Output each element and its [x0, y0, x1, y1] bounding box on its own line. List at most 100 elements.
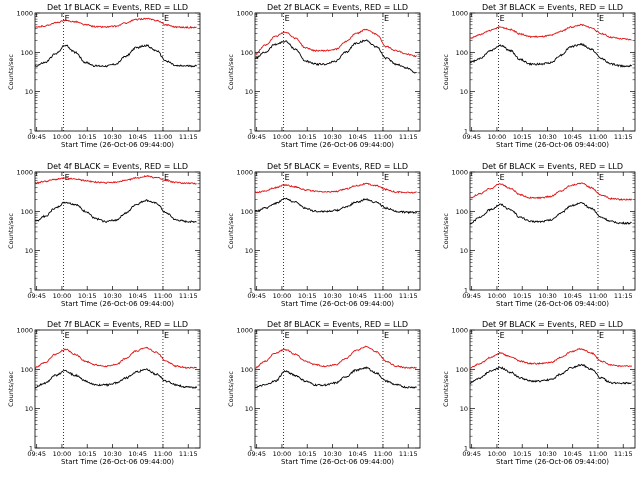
event-marker-label: E [500, 173, 505, 182]
event-marker-label: E [164, 14, 169, 23]
event-marker-label: E [285, 331, 290, 340]
x-tick-label: 10:00 [488, 292, 507, 300]
x-tick-label: 11:00 [154, 292, 173, 300]
x-tick-label: 10:15 [513, 133, 532, 141]
y-tick-label: 10 [245, 88, 253, 96]
x-tick-label: 10:15 [513, 450, 532, 458]
x-axis-label: Start Time (26-Oct-06 09:44:00) [61, 141, 174, 149]
x-tick-label: 09:45 [27, 292, 46, 300]
series-line-events [469, 202, 632, 225]
series-line-lld [469, 347, 632, 369]
event-marker-label: E [65, 14, 70, 23]
series-line-lld [34, 346, 197, 370]
plot-frame [469, 12, 636, 132]
x-tick-label: 11:15 [399, 450, 418, 458]
x-tick-label: 09:45 [27, 450, 46, 458]
x-tick-label: 09:45 [462, 133, 481, 141]
x-tick-label: 10:30 [103, 133, 122, 141]
y-axis-label: Counts/sec [442, 54, 450, 90]
panel-title: Det 6f BLACK = Events, RED = LLD [482, 162, 623, 171]
plot-frame [34, 329, 201, 449]
x-tick-label: 10:30 [103, 292, 122, 300]
x-tick-label: 10:30 [538, 450, 557, 458]
x-tick-label: 11:15 [399, 292, 418, 300]
x-tick-label: 11:00 [374, 292, 393, 300]
x-tick-label: 10:30 [103, 450, 122, 458]
panel-title: Det 5f BLACK = Events, RED = LLD [267, 162, 408, 171]
x-tick-label: 10:00 [488, 450, 507, 458]
panel-9: Det 9f BLACK = Events, RED = LLD 1 10 100 10… [442, 320, 636, 466]
x-tick-label: 10:45 [128, 450, 147, 458]
panel-3: Det 3f BLACK = Events, RED = LLD 1 10 100 10… [442, 3, 636, 149]
series-line-lld [254, 28, 417, 58]
panel-8: Det 8f BLACK = Events, RED = LLD 1 10 100 10… [227, 320, 421, 466]
series-line-lld [469, 23, 632, 41]
x-tick-label: 11:15 [614, 450, 633, 458]
y-tick-label: 100 [456, 208, 468, 216]
panel-title: Det 2f BLACK = Events, RED = LLD [267, 3, 408, 12]
y-tick-label: 1 [29, 287, 33, 295]
event-marker-label: E [500, 331, 505, 340]
series-line-events [254, 197, 417, 215]
plot-frame [254, 329, 421, 449]
x-tick-label: 10:00 [273, 292, 292, 300]
y-axis-label: Counts/sec [227, 54, 235, 90]
x-axis-label: Start Time (26-Oct-06 09:44:00) [281, 300, 394, 308]
plot-frame [469, 329, 636, 449]
panel-6: Det 6f BLACK = Events, RED = LLD 1 10 100 10… [442, 162, 636, 308]
y-tick-label: 1 [464, 445, 468, 453]
x-tick-label: 11:15 [614, 133, 633, 141]
y-tick-label: 1000 [451, 169, 468, 177]
plot-frame [34, 171, 201, 291]
y-tick-label: 1 [249, 287, 253, 295]
plot-frame [254, 12, 421, 132]
event-marker-label: E [164, 173, 169, 182]
x-tick-label: 11:00 [589, 292, 608, 300]
x-tick-label: 11:00 [374, 450, 393, 458]
y-tick-label: 1 [249, 128, 253, 136]
series-line-events [34, 368, 198, 389]
panel-title: Det 3f BLACK = Events, RED = LLD [482, 3, 623, 12]
x-tick-label: 10:45 [348, 133, 367, 141]
x-axis-label: Start Time (26-Oct-06 09:44:00) [281, 458, 394, 466]
plot-frame [469, 171, 636, 291]
panel-title: Det 1f BLACK = Events, RED = LLD [47, 3, 188, 12]
x-tick-label: 10:15 [298, 292, 317, 300]
event-marker-label: E [384, 331, 389, 340]
y-axis-label: Counts/sec [7, 371, 15, 407]
y-tick-label: 10 [25, 247, 33, 255]
event-marker-label: E [599, 331, 604, 340]
x-tick-label: 10:15 [513, 292, 532, 300]
x-tick-label: 11:00 [154, 133, 173, 141]
y-tick-label: 1 [464, 128, 468, 136]
event-marker-label: E [500, 14, 505, 23]
x-axis-label: Start Time (26-Oct-06 09:44:00) [281, 141, 394, 149]
y-tick-label: 100 [21, 208, 33, 216]
y-tick-label: 1 [29, 445, 33, 453]
x-tick-label: 10:30 [538, 292, 557, 300]
x-tick-label: 09:45 [27, 133, 46, 141]
y-tick-label: 1000 [236, 10, 253, 18]
x-tick-label: 10:00 [488, 133, 507, 141]
y-tick-label: 1000 [16, 327, 33, 335]
y-tick-label: 1000 [236, 169, 253, 177]
y-tick-label: 1000 [236, 327, 253, 335]
x-tick-label: 10:00 [273, 133, 292, 141]
x-tick-label: 10:15 [78, 292, 97, 300]
x-tick-label: 11:15 [179, 450, 198, 458]
x-tick-label: 10:30 [323, 450, 342, 458]
series-line-lld [254, 182, 417, 194]
x-tick-label: 10:45 [563, 133, 582, 141]
y-tick-label: 100 [241, 208, 253, 216]
x-tick-label: 11:15 [179, 292, 198, 300]
series-line-lld [469, 182, 632, 201]
x-axis-label: Start Time (26-Oct-06 09:44:00) [496, 300, 609, 308]
panel-title: Det 8f BLACK = Events, RED = LLD [267, 320, 408, 329]
x-tick-label: 10:45 [348, 292, 367, 300]
event-marker-label: E [65, 331, 70, 340]
y-tick-label: 1 [249, 445, 253, 453]
plot-frame [254, 171, 421, 291]
y-tick-label: 10 [460, 247, 468, 255]
event-marker-label: E [384, 14, 389, 23]
